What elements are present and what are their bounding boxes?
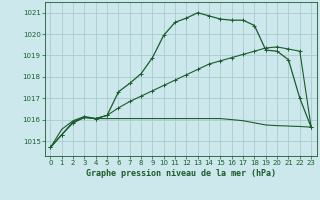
X-axis label: Graphe pression niveau de la mer (hPa): Graphe pression niveau de la mer (hPa)	[86, 169, 276, 178]
